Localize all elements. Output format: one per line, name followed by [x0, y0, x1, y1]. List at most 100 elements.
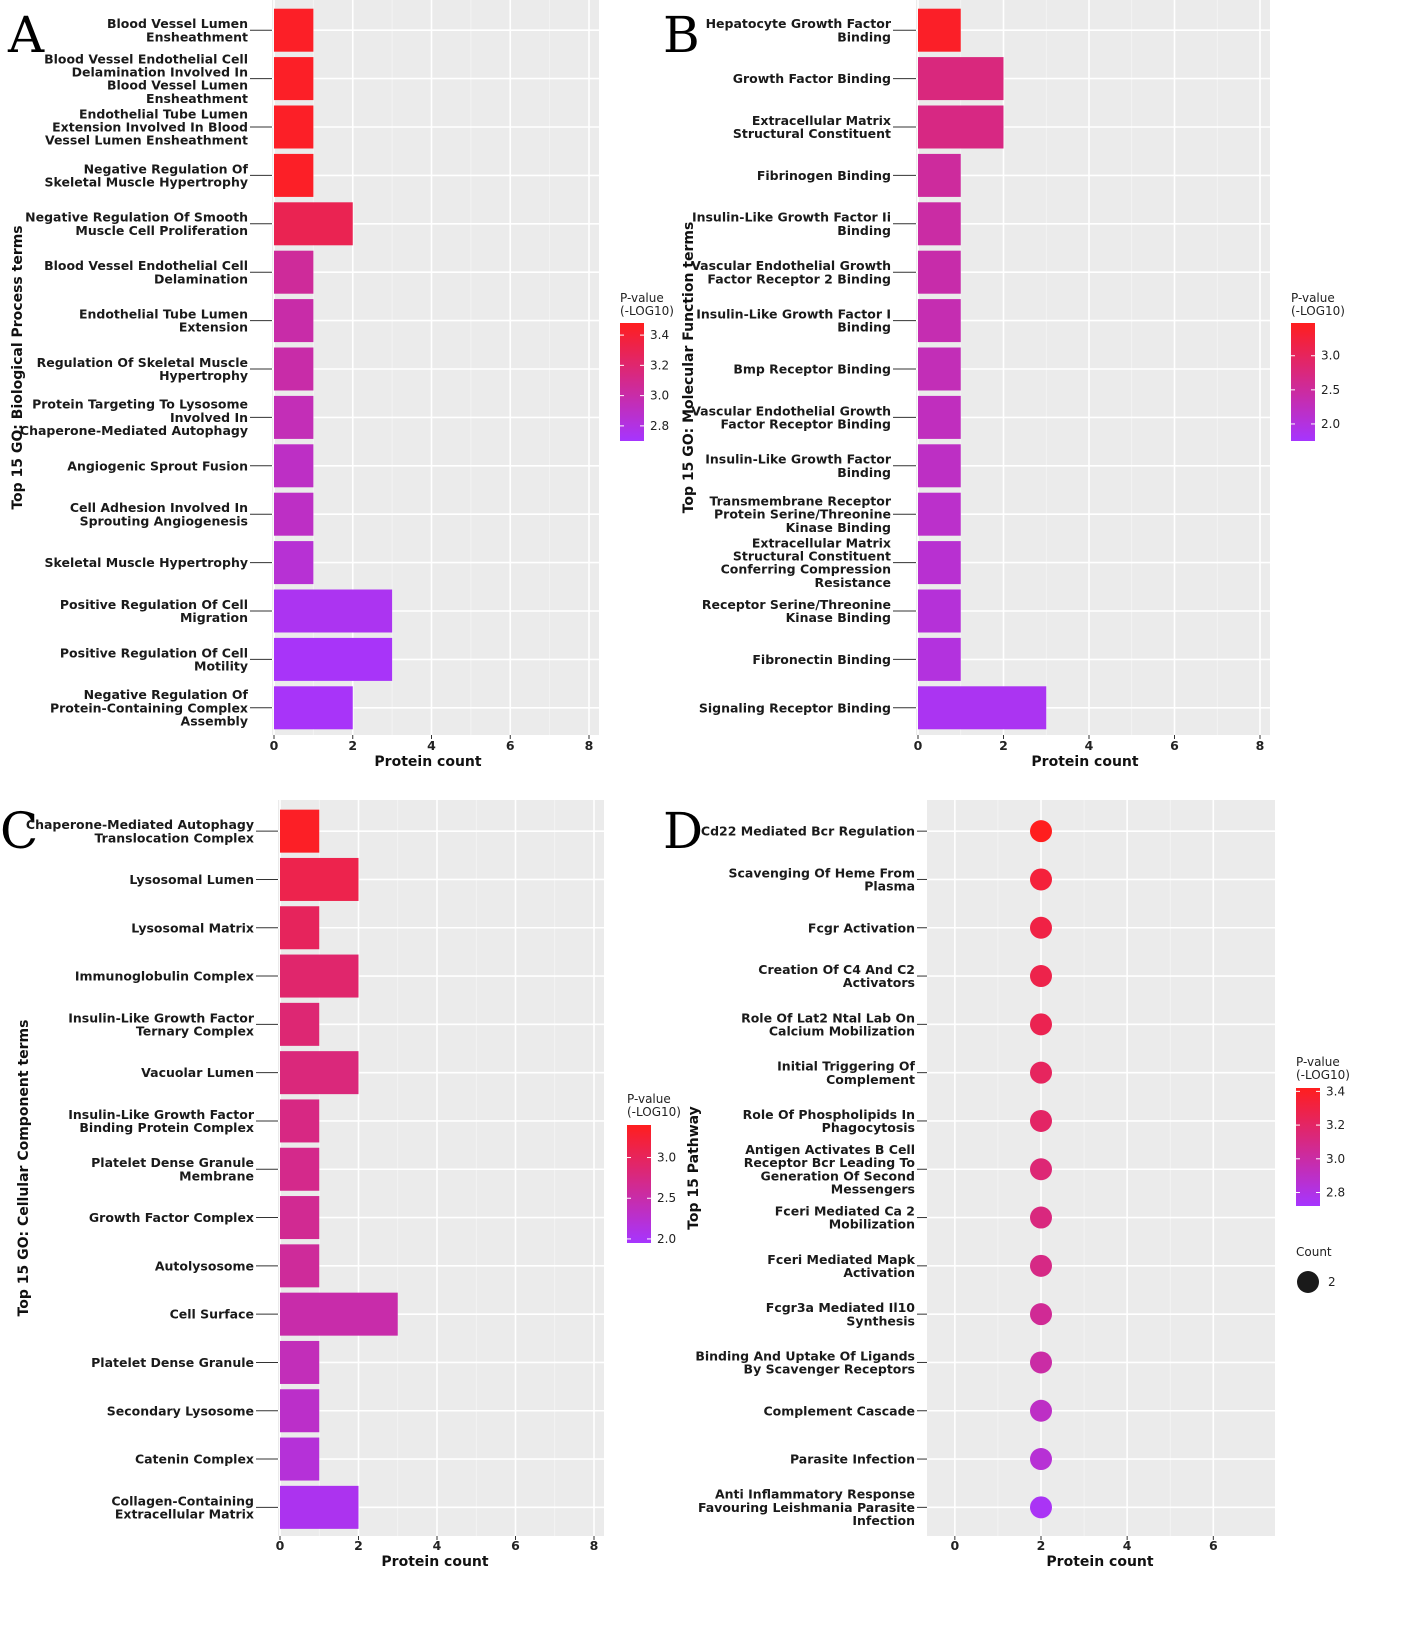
category-label-line: Protein Serine/Threonine [714, 507, 891, 522]
legend-tick-label: 2.8 [1326, 1186, 1345, 1200]
category-label-line: Generation Of Second [760, 1168, 915, 1183]
category-label-line: Muscle Cell Proliferation [75, 223, 248, 238]
dot [1030, 965, 1052, 988]
panel-letter: A [7, 6, 45, 64]
category-label: Scavenging Of Heme From Plasma [728, 865, 915, 893]
category-label: Anti Inflammatory Response Favouring Leis… [698, 1487, 915, 1528]
category-label-line: Growth Factor Complex [89, 1210, 254, 1225]
category-label-line: Binding And Uptake Of Ligands [695, 1348, 915, 1363]
x-tick-label: 0 [270, 738, 279, 753]
dot [1030, 1496, 1052, 1519]
x-tick-label: 2 [354, 1538, 363, 1553]
bar [918, 395, 961, 439]
category-label-line: Structural Constituent [733, 126, 891, 141]
panel-letter: C [0, 802, 38, 860]
category-label-line: Extension Involved In Blood [52, 120, 248, 135]
bar [918, 541, 961, 585]
category-label-line: Role Of Phospholipids In [743, 1107, 915, 1122]
bar [274, 492, 314, 536]
category-label: Blood Vessel Endothelial Cell Delaminatio… [44, 258, 248, 286]
category-label-line: Secondary Lysosome [107, 1403, 254, 1418]
category-label-line: Chaperone-Mediated Autophagy [20, 423, 248, 438]
dot [1030, 1351, 1052, 1374]
category-label: Endothelial Tube Lumen Extension Involved… [45, 106, 248, 147]
category-label-line: Conferring Compression [721, 562, 891, 577]
category-label-line: Creation Of C4 And C2 [758, 962, 915, 977]
legend-tick-label: 2.8 [650, 419, 669, 433]
category-label-line: Bmp Receptor Binding [733, 362, 891, 377]
bar [274, 105, 314, 149]
category-label: Extracellular Matrix Structural Constitue… [733, 113, 891, 141]
size-legend-value: 2 [1328, 1275, 1336, 1289]
y-axis-title: Top 15 Pathway [686, 1106, 702, 1230]
category-label: Cell Adhesion Involved In Sprouting Angio… [70, 500, 248, 528]
color-legend: P-value(-LOG10) 3.0 2.5 2.0 [627, 1092, 681, 1246]
category-label-line: Cell Adhesion Involved In [70, 500, 248, 515]
category-label: Endothelial Tube Lumen Extension [79, 307, 248, 335]
legend-title: (-LOG10) [1291, 304, 1345, 318]
category-label-line: Negative Regulation Of Smooth [25, 210, 248, 225]
legend-tick-label: 2.0 [657, 1232, 676, 1246]
x-tick-label: 8 [590, 1538, 599, 1553]
category-label-line: Blood Vessel Endothelial Cell [44, 51, 248, 66]
legend-title: (-LOG10) [620, 304, 674, 318]
category-label-line: Binding [837, 320, 891, 335]
category-label-line: Binding [837, 465, 891, 480]
category-label: Skeletal Muscle Hypertrophy [45, 555, 249, 570]
category-label-line: Assembly [181, 714, 248, 729]
dot [1030, 1254, 1052, 1277]
bar [280, 1292, 398, 1336]
color-legend: P-value(-LOG10) 3.4 3.2 3.0 2.8 [620, 291, 674, 441]
category-label: Hepatocyte Growth Factor Binding [706, 16, 892, 44]
category-label-line: Role Of Lat2 Ntal Lab On [741, 1010, 915, 1025]
category-label: Role Of Lat2 Ntal Lab On Calcium Mobiliza… [741, 1010, 915, 1038]
x-tick-label: 0 [276, 1538, 285, 1553]
category-label-line: Delamination [154, 271, 248, 286]
dot [1030, 1206, 1052, 1229]
x-tick-label: 2 [1037, 1538, 1046, 1553]
bar [274, 637, 393, 681]
category-label: Lysosomal Lumen [129, 872, 254, 887]
bar [918, 686, 1047, 730]
category-label-line: Parasite Infection [790, 1452, 915, 1467]
category-label-line: Vascular Endothelial Growth [691, 403, 891, 418]
category-label: Binding And Uptake Of Ligands By Scavenge… [695, 1348, 915, 1376]
category-label-line: Structural Constituent [733, 549, 891, 564]
category-label-line: Membrane [179, 1168, 254, 1183]
category-label: Regulation Of Skeletal Muscle Hypertrophy [37, 355, 248, 383]
legend-colorbar [620, 323, 644, 441]
category-label-line: Complement Cascade [763, 1403, 915, 1418]
bar [280, 1196, 320, 1240]
category-label: Blood Vessel Endothelial Cell Delaminatio… [44, 51, 248, 106]
category-label-line: Scavenging Of Heme From [728, 865, 915, 880]
legend-title: P-value [627, 1092, 671, 1106]
bar [280, 1389, 320, 1433]
x-tick-label: 6 [511, 1538, 520, 1553]
category-label-line: Ensheathment [146, 29, 248, 44]
category-label-line: Extension [179, 320, 248, 335]
category-label-line: Sprouting Angiogenesis [80, 513, 248, 528]
category-label: Platelet Dense Granule Membrane [91, 1155, 254, 1183]
category-label-line: Extracellular Matrix [752, 113, 891, 128]
category-label: Negative Regulation Of Skeletal Muscle Hy… [45, 161, 249, 189]
bar [918, 492, 961, 536]
category-label-line: Hypertrophy [159, 368, 248, 383]
category-label-line: Signaling Receptor Binding [699, 700, 891, 715]
category-label-line: Platelet Dense Granule [91, 1155, 254, 1170]
dot [1030, 916, 1052, 939]
x-tick-label: 0 [914, 738, 923, 753]
legend-tick-label: 3.0 [657, 1151, 676, 1165]
category-label-line: Binding Protein Complex [79, 1120, 254, 1135]
legend-title: P-value [1291, 291, 1335, 305]
category-label-line: Fcgr Activation [808, 920, 915, 935]
y-axis-title: Top 15 GO: Molecular Function terms [681, 222, 697, 514]
legend-title: (-LOG10) [627, 1105, 681, 1119]
x-tick-label: 4 [1085, 738, 1094, 753]
category-label: Receptor Serine/Threonine Kinase Binding [702, 597, 891, 625]
category-label-line: Insulin-Like Growth Factor [68, 1010, 255, 1025]
category-label: Collagen-Containing Extracellular Matrix [111, 1493, 254, 1521]
x-tick-label: 2 [999, 738, 1008, 753]
legend-tick-label: 2.5 [657, 1191, 676, 1205]
